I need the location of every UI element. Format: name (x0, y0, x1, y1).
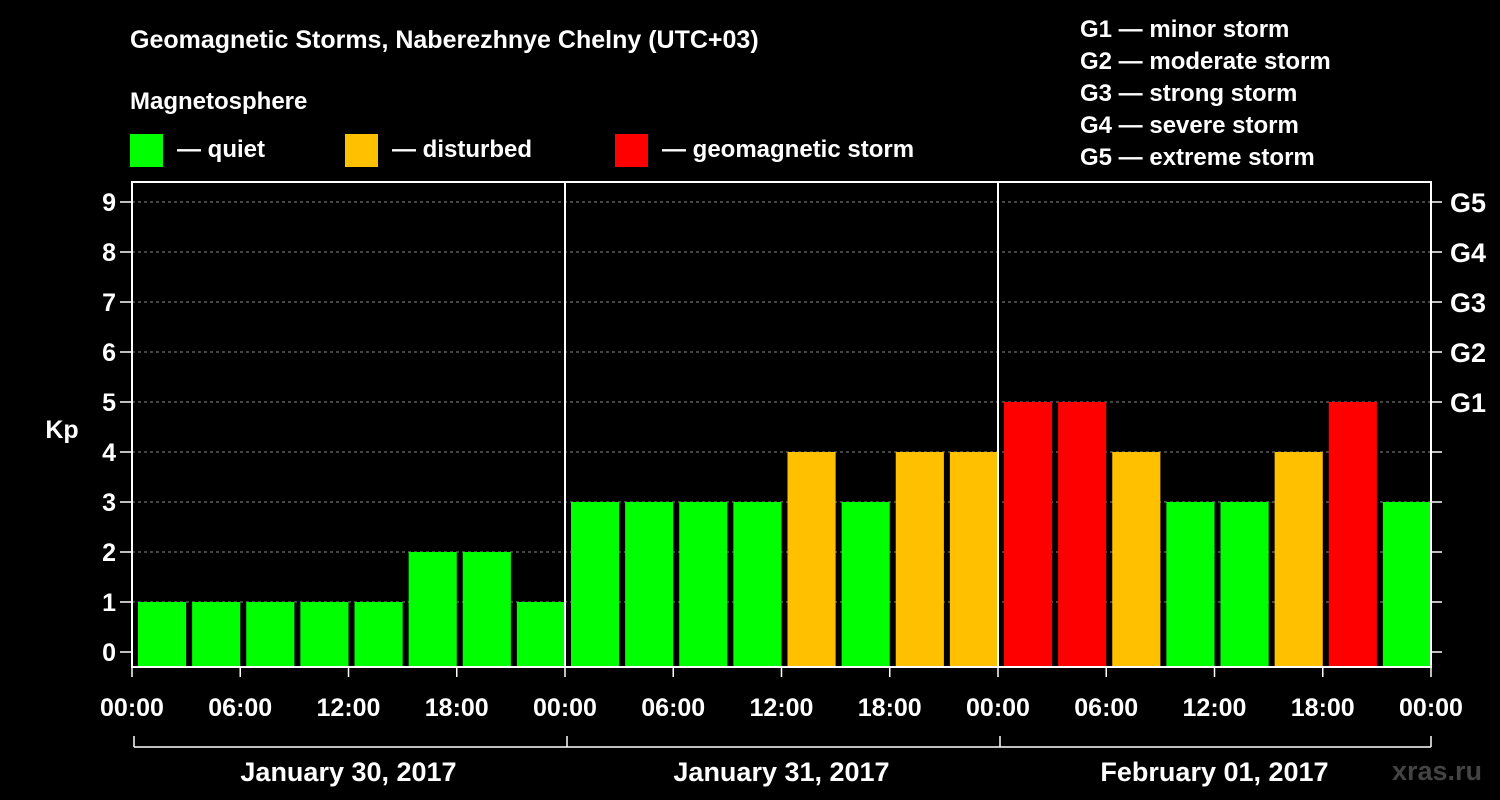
x-tick-label-10: 12:00 (1183, 694, 1247, 722)
bar-4 (354, 602, 403, 667)
bar-1 (192, 602, 241, 667)
x-tick-label-3: 18:00 (425, 694, 489, 722)
bar-16 (1004, 402, 1053, 667)
chart-title: Geomagnetic Storms, Naberezhnye Chelny (… (130, 26, 759, 54)
bar-3 (300, 602, 349, 667)
y-tick-label-8: 8 (102, 239, 116, 267)
bar-13 (841, 502, 890, 667)
x-tick-label-12: 00:00 (1399, 694, 1463, 722)
x-tick-label-6: 12:00 (750, 694, 814, 722)
g-scale-label-G4: G4 (1450, 238, 1486, 268)
axes (120, 181, 1442, 748)
storm-scale-legend: G1 — minor storm G2 — moderate storm G3 — … (1080, 16, 1331, 171)
y-tick-label-3: 3 (102, 489, 116, 517)
bar-10 (679, 502, 728, 667)
bar-14 (895, 452, 944, 667)
legend-swatch-1 (345, 134, 378, 167)
x-tick-label-7: 18:00 (858, 694, 922, 722)
bar-8 (571, 502, 620, 667)
x-tick-label-0: 00:00 (100, 694, 164, 722)
bar-11 (733, 502, 782, 667)
legend-swatch-0 (130, 134, 163, 167)
status-legend: — quiet — disturbed — geomagnetic storm (130, 134, 914, 167)
bar-7 (516, 602, 565, 667)
legend-label-0: — quiet (177, 136, 265, 163)
x-tick-label-11: 18:00 (1291, 694, 1355, 722)
legend-label-2: — geomagnetic storm (662, 136, 914, 163)
bar-17 (1058, 402, 1107, 667)
y-tick-label-4: 4 (102, 439, 116, 467)
y-tick-label-5: 5 (102, 389, 116, 417)
y-tick-label-6: 6 (102, 339, 116, 367)
storm-scale-item-2: G2 — moderate storm (1080, 48, 1331, 75)
x-tick-label-4: 00:00 (533, 694, 597, 722)
bar-6 (462, 552, 511, 667)
legend-swatch-2 (615, 134, 648, 167)
bar-0 (138, 602, 187, 667)
y-tick-label-7: 7 (102, 289, 116, 317)
g-scale-label-G1: G1 (1450, 388, 1486, 418)
bar-5 (408, 552, 457, 667)
g-scale-label-G5: G5 (1450, 188, 1486, 218)
y-tick-label-0: 0 (102, 639, 116, 667)
day-label-1: January 31, 2017 (673, 757, 889, 787)
bar-18 (1112, 452, 1161, 667)
magnetosphere-label: Magnetosphere (130, 88, 307, 115)
bar-15 (949, 452, 998, 667)
x-tick-label-9: 06:00 (1074, 694, 1138, 722)
y-tick-label-9: 9 (102, 189, 116, 217)
axis-labels: 0 1 2 3 4 5 6 7 8 9 G1 G2 G3 G4 G5 00:00 06:00 12:00 18:00… (100, 188, 1486, 787)
bar-20 (1220, 502, 1269, 667)
bar-2 (246, 602, 295, 667)
day-label-0: January 30, 2017 (240, 757, 456, 787)
g-scale-label-G3: G3 (1450, 288, 1486, 318)
bar-23 (1382, 502, 1431, 667)
g-scale-label-G2: G2 (1450, 338, 1486, 368)
storm-scale-item-5: G5 — extreme storm (1080, 144, 1315, 171)
watermark: xras.ru (1392, 756, 1482, 786)
bar-21 (1274, 452, 1323, 667)
bar-12 (787, 452, 836, 667)
y-axis-label: Kp (45, 416, 78, 444)
x-tick-label-5: 06:00 (641, 694, 705, 722)
storm-scale-item-4: G4 — severe storm (1080, 112, 1299, 139)
x-tick-label-8: 00:00 (966, 694, 1030, 722)
day-label-2: February 01, 2017 (1100, 757, 1328, 787)
storm-scale-item-1: G1 — minor storm (1080, 16, 1289, 43)
x-tick-label-1: 06:00 (208, 694, 272, 722)
legend-label-1: — disturbed (392, 136, 532, 163)
storm-scale-item-3: G3 — strong storm (1080, 80, 1297, 107)
bars (138, 402, 1431, 667)
grid (132, 201, 1431, 603)
bar-19 (1166, 502, 1215, 667)
y-tick-label-1: 1 (102, 589, 116, 617)
y-tick-label-2: 2 (102, 539, 116, 567)
x-tick-label-2: 12:00 (317, 694, 381, 722)
bar-22 (1328, 402, 1377, 667)
bar-9 (625, 502, 674, 667)
